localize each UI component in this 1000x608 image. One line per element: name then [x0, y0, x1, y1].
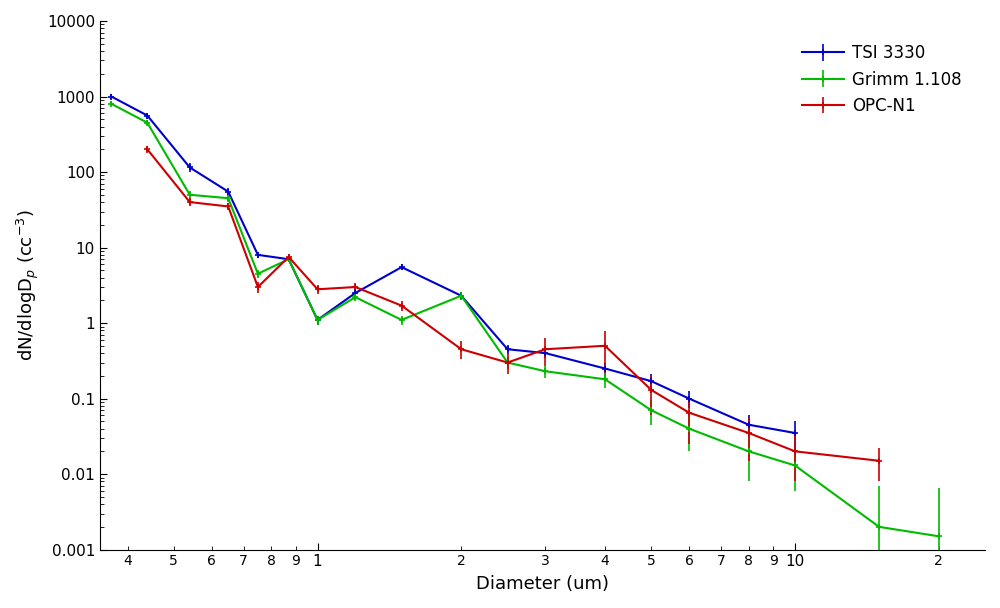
Y-axis label: dN/dlogD$_p$ (cc$^{-3}$): dN/dlogD$_p$ (cc$^{-3}$)	[15, 210, 41, 361]
X-axis label: Diameter (um): Diameter (um)	[476, 575, 609, 593]
Legend: TSI 3330, Grimm 1.108, OPC-N1: TSI 3330, Grimm 1.108, OPC-N1	[795, 38, 968, 122]
